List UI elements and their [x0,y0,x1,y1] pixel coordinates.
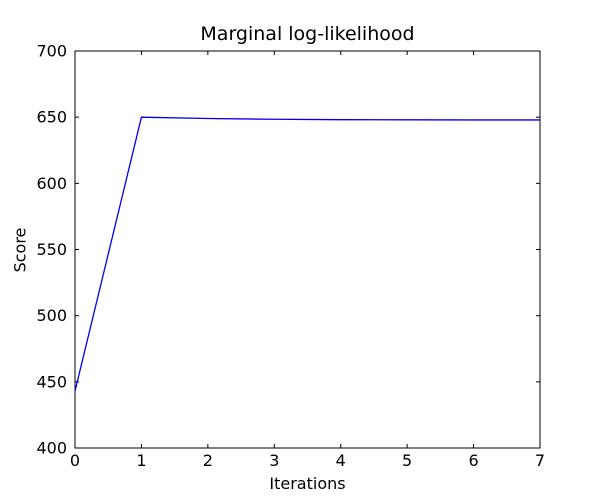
y-tick-label: 400 [36,439,67,458]
x-tick-label: 7 [535,451,545,470]
x-tick-label: 1 [136,451,146,470]
x-tick-label: 3 [269,451,279,470]
y-tick-label: 450 [36,372,67,391]
axes-box [74,50,541,449]
y-tick-label: 500 [36,306,67,325]
x-axis-label: Iterations [269,474,346,493]
chart-title: Marginal log-likelihood [200,23,415,45]
y-axis-label: Score [10,227,30,273]
y-tick-label: 550 [36,240,67,259]
x-tick-label: 6 [468,451,478,470]
x-tick-label: 5 [402,451,412,470]
series-line-marginal-log-likelihood [74,116,540,392]
x-tick-label: 2 [203,451,213,470]
x-tick-label: 4 [336,451,346,470]
y-tick-label: 650 [36,108,67,127]
y-tick-label: 600 [36,174,67,193]
y-tick-label: 700 [36,42,67,61]
x-tick-label: 0 [70,451,80,470]
